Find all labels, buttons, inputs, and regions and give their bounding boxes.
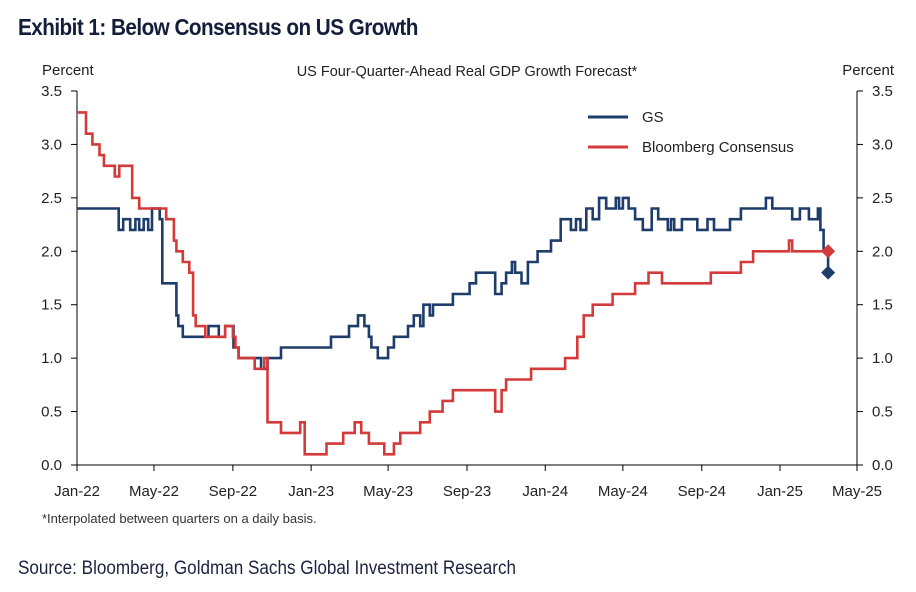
x-tick-label: Sep-22 xyxy=(209,483,257,500)
y-tick-label-left: 0.5 xyxy=(41,404,62,421)
legend-label-consensus: Bloomberg Consensus xyxy=(642,139,794,156)
y-tick-label-left: 3.0 xyxy=(41,136,62,153)
y-tick-label-left: 2.5 xyxy=(41,190,62,207)
y-tick-label-right: 0.5 xyxy=(872,404,893,421)
y-tick-label-right: 0.0 xyxy=(872,457,893,474)
axes: 0.0 0.0 0.5 0.5 1.0 1.0 1.5 1.5 2.0 2.0 2.5 2.5 3.0 3… xyxy=(41,83,893,500)
x-tick-label: Jan-24 xyxy=(522,483,568,500)
x-tick-label: Jan-23 xyxy=(288,483,334,500)
y-tick-label-left: 3.5 xyxy=(41,83,62,100)
consensus-line xyxy=(77,111,829,456)
x-tick-label: May-25 xyxy=(832,483,882,500)
y-tick-label-right: 3.0 xyxy=(872,136,893,153)
legend: GS Bloomberg Consensus xyxy=(588,109,794,156)
x-tick-label: May-23 xyxy=(363,483,413,500)
gs-end-marker xyxy=(821,265,836,280)
x-tick-label: Sep-24 xyxy=(678,483,726,500)
exhibit-title: Exhibit 1: Below Consensus on US Growth xyxy=(18,14,418,40)
y-tick-label-right: 1.5 xyxy=(872,297,893,314)
x-tick-label: May-22 xyxy=(129,483,179,500)
x-tick-label: Jan-25 xyxy=(757,483,803,500)
y-axis-label-right: Percent xyxy=(842,62,895,79)
footnote: *Interpolated between quarters on a dail… xyxy=(42,511,317,526)
y-axis-label-left: Percent xyxy=(42,62,95,79)
legend-label-gs: GS xyxy=(642,109,664,126)
y-tick-label-left: 0.0 xyxy=(41,457,62,474)
chart-title: US Four-Quarter-Ahead Real GDP Growth Fo… xyxy=(297,64,638,80)
x-tick-label: Sep-23 xyxy=(443,483,491,500)
consensus-end-marker xyxy=(821,244,836,259)
x-tick-label: May-24 xyxy=(598,483,648,500)
y-tick-label-right: 1.0 xyxy=(872,350,893,367)
gs-line xyxy=(77,196,830,371)
y-tick-label-right: 3.5 xyxy=(872,83,893,100)
y-tick-label-left: 1.0 xyxy=(41,350,62,367)
y-tick-label-left: 2.0 xyxy=(41,243,62,260)
source-note: Source: Bloomberg, Goldman Sachs Global … xyxy=(18,558,517,579)
series-layer xyxy=(77,111,836,456)
y-tick-label-right: 2.5 xyxy=(872,190,893,207)
x-tick-label: Jan-22 xyxy=(54,483,100,500)
y-tick-label-left: 1.5 xyxy=(41,297,62,314)
y-tick-label-right: 2.0 xyxy=(872,243,893,260)
